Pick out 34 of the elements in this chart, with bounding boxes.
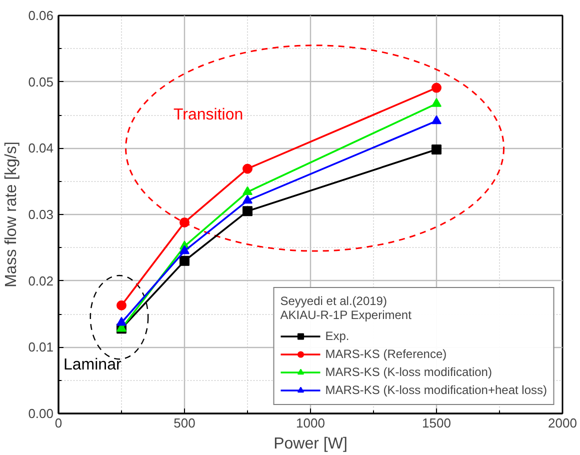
x-axis-title: Power [W] <box>274 436 348 452</box>
legend-label: MARS-KS (K-loss modification+heat loss) <box>325 382 547 398</box>
annotation: Laminar <box>64 356 122 374</box>
point <box>432 82 442 93</box>
y-tick-label: 0.06 <box>28 8 54 23</box>
y-tick-label: 0.00 <box>28 406 54 421</box>
point <box>242 194 252 204</box>
point <box>432 144 442 154</box>
y-tick-label: 0.03 <box>28 207 54 222</box>
y-tick-label: 0.01 <box>28 340 54 355</box>
point <box>432 115 442 124</box>
point <box>180 256 190 266</box>
point <box>242 164 252 174</box>
legend-label: Exp. <box>325 328 350 344</box>
x-tick-label: 1000 <box>296 416 325 430</box>
y-tick-label: 0.05 <box>28 74 54 90</box>
point <box>180 217 190 228</box>
x-tick-label: 0 <box>54 416 62 430</box>
legend-label: MARS-KS (K-loss modification) <box>325 364 492 380</box>
legend-label: MARS-KS (Reference) <box>325 346 447 362</box>
point <box>242 206 252 216</box>
point <box>432 98 442 107</box>
annotation: Transition <box>174 106 244 124</box>
point <box>242 186 252 196</box>
x-tick-label: 2000 <box>548 416 577 430</box>
x-tick-label: 500 <box>174 416 196 430</box>
x-tick-label: 1500 <box>422 416 451 430</box>
point <box>116 316 126 326</box>
point <box>116 300 126 310</box>
y-tick-label: 0.02 <box>28 273 54 288</box>
legend-title: Seyyedi et al.(2019) AKIAU-R-1P Experiment <box>280 294 412 322</box>
y-axis-title: Mass flow rate [kg/s] <box>3 142 20 288</box>
point <box>180 245 190 254</box>
y-tick-label: 0.04 <box>28 140 54 156</box>
